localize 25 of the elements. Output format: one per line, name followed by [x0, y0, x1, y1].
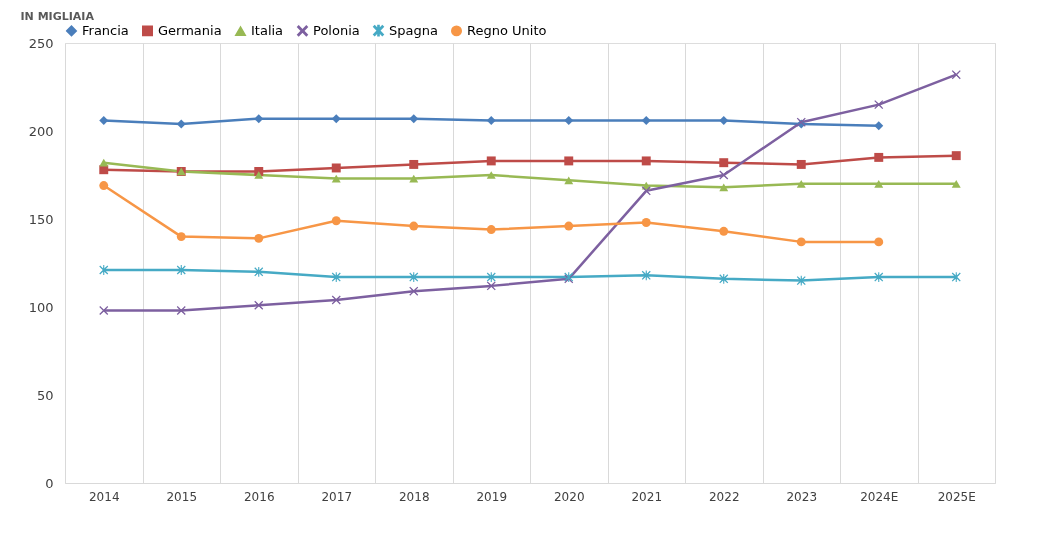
legend-label: Italia [251, 23, 284, 39]
x-tick-label: 2014 [88, 489, 120, 504]
y-axis-title: IN MIGLIAIA [20, 9, 95, 23]
x-tick-label: 2017 [321, 489, 353, 504]
x-tick-label: 2022 [708, 489, 740, 504]
legend-label: Spagna [389, 22, 438, 38]
x-tick-label: 2025E [937, 489, 976, 504]
legend-label: Polonia [313, 22, 360, 38]
y-tick-label: 100 [28, 299, 54, 315]
x-tick-label: 2015 [166, 489, 198, 504]
y-tick-label: 250 [28, 35, 54, 51]
y-tick-label: 200 [28, 123, 54, 139]
x-tick-label: 2021 [631, 489, 663, 504]
x-tick-label: 2023 [786, 489, 818, 504]
legend-label: Francia [82, 22, 129, 38]
y-tick-label: 50 [36, 387, 54, 403]
x-tick-label: 2024E [860, 489, 899, 504]
legend-label: Regno Unito [467, 22, 547, 38]
x-tick-label: 2018 [398, 489, 430, 504]
x-tick-label: 2019 [476, 489, 508, 504]
x-tick-label: 2016 [243, 489, 275, 504]
x-tick-label: 2020 [553, 489, 585, 504]
legend-label: Germania [158, 22, 222, 38]
y-tick-label: 150 [28, 211, 54, 227]
y-tick-label: 0 [45, 475, 54, 491]
